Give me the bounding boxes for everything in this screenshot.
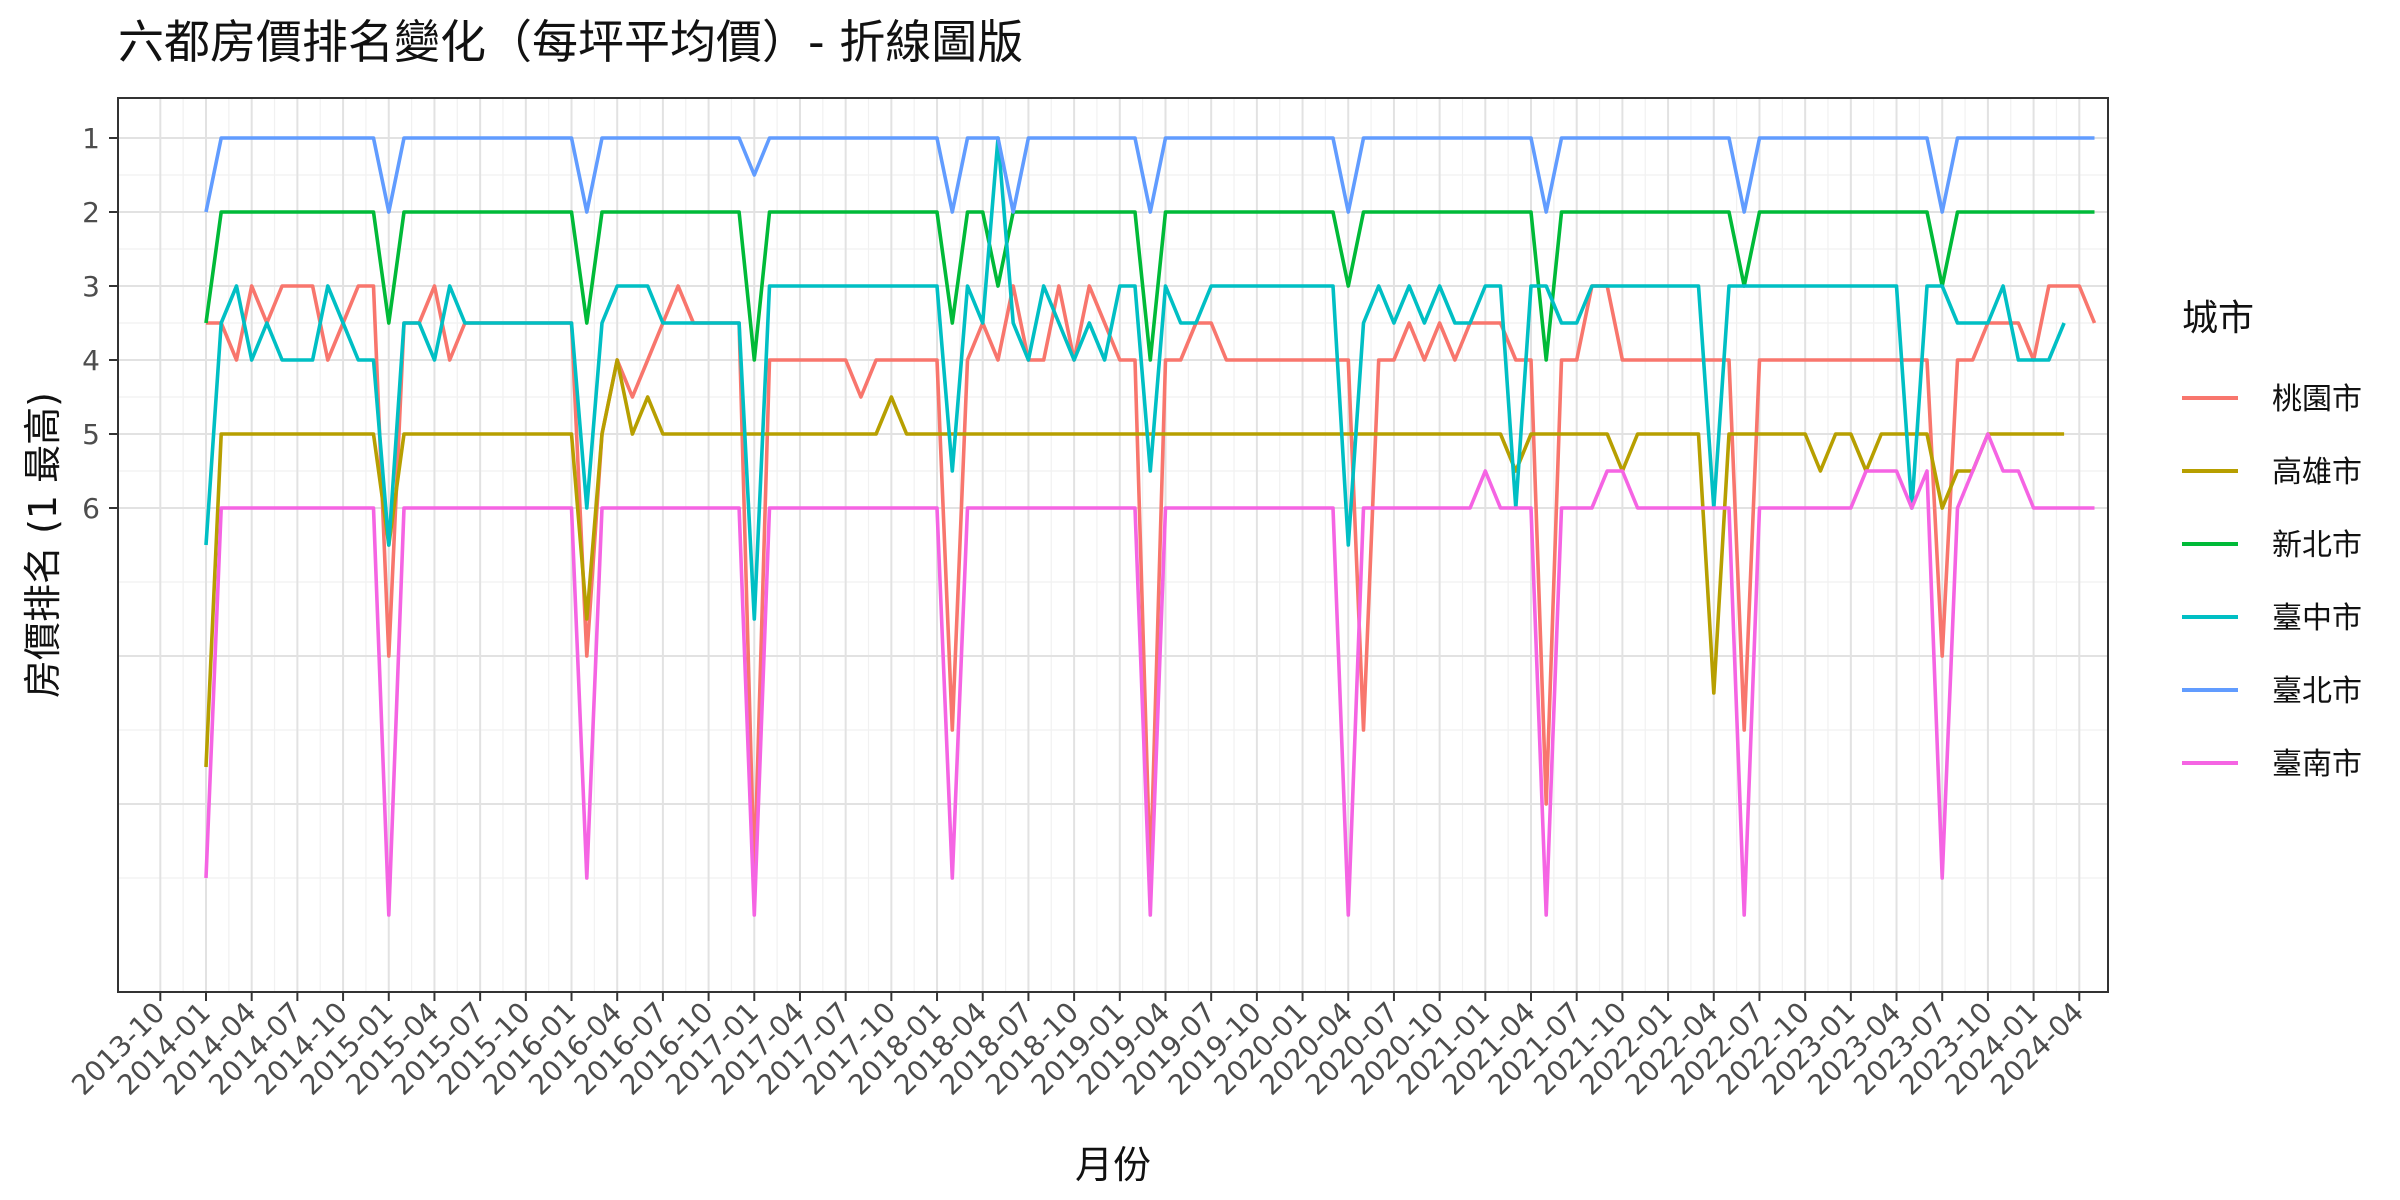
y-axis-ticks: 1 2 3 4 5 6 — [82, 122, 118, 525]
grid — [118, 98, 2108, 992]
series-line — [204, 210, 2095, 362]
y-axis-title: 房價排名 (1 最高) — [21, 392, 65, 698]
legend-label: 桃園市 — [2272, 382, 2362, 417]
legend-title: 城市 — [2182, 298, 2254, 339]
legend-label: 高雄市 — [2272, 455, 2362, 490]
x-axis-title: 月份 — [1075, 1143, 1151, 1187]
legend-label: 臺南市 — [2272, 747, 2362, 782]
x-axis-ticks: 2013-102014-012014-042014-072014-102015-… — [65, 992, 2090, 1102]
legend-label: 臺北市 — [2272, 674, 2362, 709]
series-lines — [204, 136, 2097, 917]
y-tick-label: 1 — [82, 122, 100, 155]
legend-label: 新北市 — [2272, 528, 2362, 563]
y-tick-label: 4 — [82, 344, 100, 377]
series-line — [204, 136, 2095, 214]
y-tick-label: 3 — [82, 270, 100, 303]
chart-title: 六都房價排名變化（每坪平均價）- 折線圖版 — [118, 15, 1023, 69]
plot-background — [118, 98, 2108, 992]
y-tick-label: 5 — [82, 418, 100, 451]
series-line — [204, 432, 2095, 917]
legend-label: 臺中市 — [2272, 601, 2362, 636]
y-tick-label: 6 — [82, 492, 100, 525]
series-line — [204, 358, 2065, 768]
plot-panel-border — [117, 97, 2109, 993]
series-line — [204, 136, 2066, 621]
y-tick-label: 2 — [82, 196, 100, 229]
